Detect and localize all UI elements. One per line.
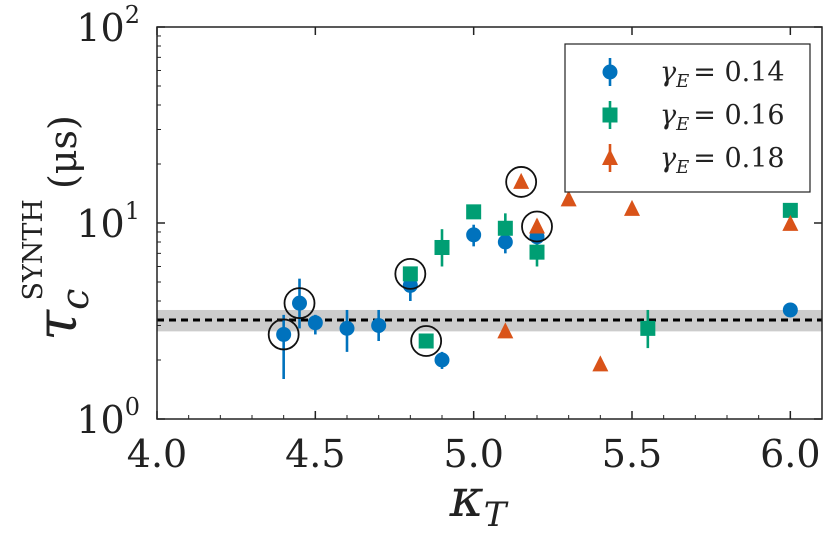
data-point-square	[782, 202, 798, 218]
data-point-circle	[466, 227, 482, 243]
legend-marker-square	[602, 107, 618, 123]
legend-label: γE = 0.14	[660, 57, 785, 92]
data-point-square	[418, 333, 434, 349]
legend: γE = 0.14 γE = 0.16 γE = 0.18	[564, 43, 811, 193]
legend-marker-triangle	[602, 149, 618, 165]
data-point-circle	[276, 326, 292, 342]
data-point-circle	[434, 352, 450, 368]
data-point-triangle	[624, 199, 640, 216]
x-tick-label: 4.5	[285, 432, 345, 476]
axis-ticks: 4.0 4.5 5.0 5.5 6.0 100 101 102	[76, 1, 823, 476]
data-point-square	[466, 204, 482, 220]
highlight-circle	[410, 325, 443, 357]
y-axis-unit: (μs)	[41, 115, 85, 189]
data-point-circle	[307, 315, 323, 331]
legend-marker-circle	[602, 64, 618, 80]
data-point-circle	[339, 320, 355, 336]
data-point-circle	[497, 234, 513, 250]
x-axis-title: κT	[449, 469, 509, 535]
x-axis-subscript: T	[484, 495, 509, 535]
highlight-circle	[394, 257, 427, 290]
highlight-circle	[505, 166, 538, 198]
highlight-circle	[283, 287, 316, 320]
data-point-circle	[782, 302, 798, 318]
reference-band	[157, 309, 822, 332]
legend-label: γE = 0.18	[660, 143, 785, 178]
data-point-triangle	[513, 172, 530, 189]
highlight-circle	[521, 210, 553, 243]
data-point-triangle	[497, 322, 514, 339]
x-tick-label: 5.5	[602, 432, 662, 476]
y-tick-label: 101	[76, 197, 140, 246]
data-point-circle	[371, 317, 387, 333]
y-tick-label: 102	[76, 1, 140, 50]
x-axis-symbol: κ	[449, 469, 484, 529]
data-point-square	[402, 266, 418, 282]
y-axis-superscript: SYNTH	[18, 199, 49, 301]
data-point-triangle	[782, 214, 799, 231]
data-point-square	[529, 244, 545, 260]
data-point-triangle	[560, 190, 577, 207]
data-point-circle	[292, 295, 307, 311]
legend-label: γE = 0.16	[660, 100, 785, 135]
x-tick-label: 6.0	[760, 432, 820, 476]
data-point-triangle	[529, 217, 545, 234]
data-point-square	[640, 320, 656, 336]
data-point-square	[497, 220, 513, 236]
y-axis-title: τcSYNTH (μs)	[18, 115, 97, 341]
x-tick-label: 5.0	[443, 432, 503, 476]
y-axis-symbol: τ	[25, 309, 90, 341]
highlight-circle	[267, 318, 300, 351]
data-point-triangle	[592, 355, 609, 372]
x-tick-label: 4.0	[127, 432, 187, 476]
data-point-square	[434, 239, 450, 255]
y-axis-subscript: c	[53, 289, 97, 310]
y-tick-label: 100	[76, 393, 140, 442]
